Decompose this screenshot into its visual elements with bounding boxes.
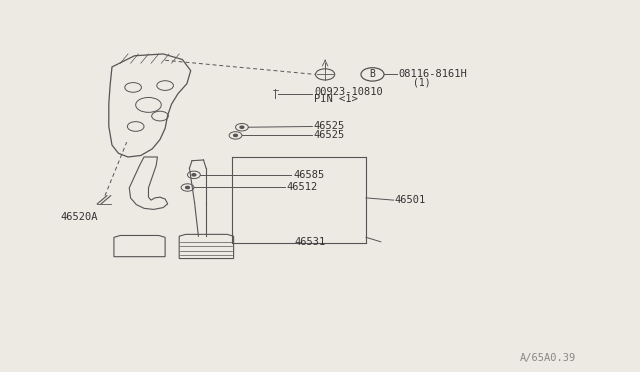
Text: 00923-10810: 00923-10810 [314, 87, 383, 96]
Text: 08116-8161H: 08116-8161H [398, 70, 467, 79]
Text: 46585: 46585 [293, 170, 324, 180]
Text: 46525: 46525 [314, 122, 345, 131]
Circle shape [192, 174, 196, 176]
Circle shape [234, 134, 237, 137]
Text: 46531: 46531 [294, 237, 326, 247]
Circle shape [186, 186, 189, 189]
Text: 46512: 46512 [287, 183, 318, 192]
Text: 46501: 46501 [395, 195, 426, 205]
Text: 46525: 46525 [314, 131, 345, 140]
Text: PIN <1>: PIN <1> [314, 94, 358, 104]
Circle shape [240, 126, 244, 128]
Text: A/65A0.39: A/65A0.39 [520, 353, 576, 363]
Text: 46520A: 46520A [61, 212, 99, 221]
Text: B: B [369, 69, 376, 79]
Text: (1): (1) [413, 78, 431, 87]
